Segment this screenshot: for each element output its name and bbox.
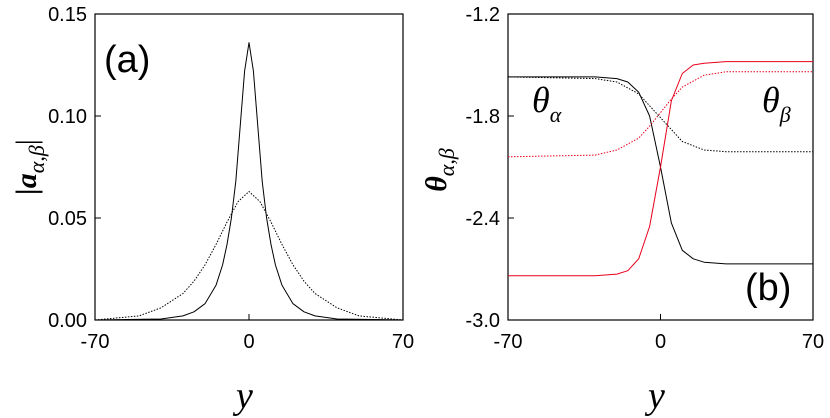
y-axis-label-a: |aα,β|: [10, 139, 49, 195]
x-tick-label-b: 0: [655, 331, 666, 353]
x-axis-label-a: y: [232, 375, 253, 417]
series-line-b-3: [507, 71, 813, 158]
y-tick-label-a: 0.10: [48, 106, 87, 128]
y-tick-label-a: 0.05: [48, 208, 87, 230]
annotation-theta-beta-sub: β: [779, 102, 791, 127]
y-axis-label-b: θα,β: [420, 148, 459, 192]
x-tick-label-b: 70: [802, 331, 824, 353]
series-line-a-1: [94, 191, 404, 321]
y-axis-label-a-suffix: |: [10, 139, 43, 145]
y-axis-label-b-sub: α,β: [434, 148, 459, 176]
annotation-theta-beta-main: θ: [762, 80, 780, 120]
y-tick-label-b: -1.8: [466, 106, 500, 128]
x-tick-label-a: -70: [81, 331, 110, 353]
svg-text:|aα,β|: |aα,β|: [10, 139, 49, 195]
series-b: [507, 61, 813, 277]
x-tick-label-b: -70: [494, 331, 523, 353]
ticks-a: -70 0 70 0.00 0.05 0.10 0.15: [48, 4, 414, 353]
x-tick-label-a: 70: [392, 331, 414, 353]
x-tick-label-a: 0: [243, 331, 254, 353]
series-a: [94, 42, 404, 321]
annotation-theta-alpha-sub: α: [550, 102, 562, 127]
y-tick-label-a: 0.00: [48, 310, 87, 332]
y-axis-label-a-main: |a: [10, 173, 43, 195]
y-tick-label-b: -1.2: [466, 4, 500, 26]
y-axis-label-a-sub: α,β: [24, 145, 49, 173]
series-line-b-2: [508, 61, 813, 277]
y-tick-label-b: -3.0: [466, 310, 500, 332]
annotation-theta-alpha: θα: [532, 80, 562, 127]
panel-a: -70 0 70 0.00 0.05 0.10 0.15 (a) y |aα,β|: [10, 4, 414, 417]
panel-label-b: (b): [745, 267, 791, 309]
annotation-theta-alpha-main: θ: [532, 80, 550, 120]
annotation-theta-beta: θβ: [762, 80, 791, 127]
y-tick-label-b: -2.4: [466, 208, 500, 230]
series-line-a-0: [94, 42, 404, 321]
panel-label-a: (a): [104, 39, 150, 81]
ticks-b: -70 0 70 -3.0 -2.4 -1.8 -1.2: [466, 4, 825, 353]
x-axis-label-b: y: [644, 375, 665, 417]
series-line-b-1: [507, 76, 813, 153]
y-axis-label-b-main: θ: [420, 176, 453, 192]
panel-b: -70 0 70-3.0-2.4-1.8-1.2 (b) y θα,β θα θβ: [420, 4, 824, 417]
svg-text:θα,β: θα,β: [420, 148, 459, 192]
y-tick-label-a: 0.15: [48, 4, 87, 26]
